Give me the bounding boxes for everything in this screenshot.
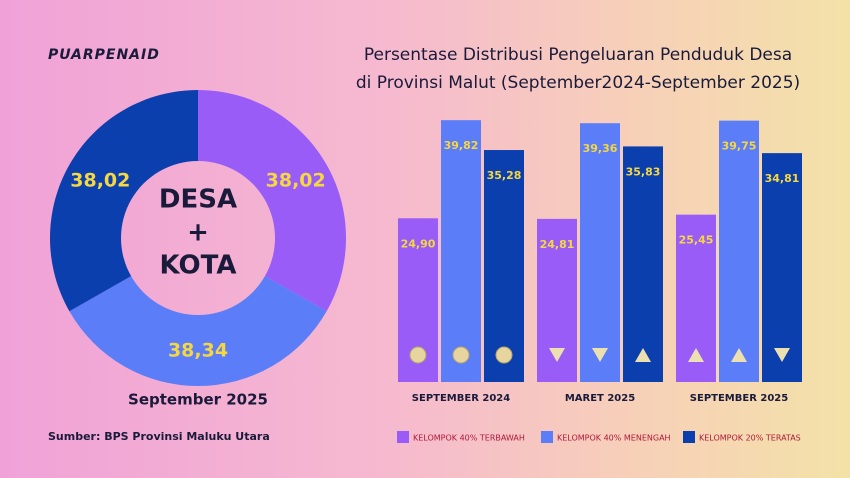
donut-slice	[198, 90, 346, 312]
bar	[719, 120, 759, 383]
slice-label: 38,02	[70, 170, 130, 192]
legend-swatch	[541, 431, 553, 443]
bar-value-label: 39,75	[722, 140, 757, 153]
bar-value-label: 39,36	[583, 142, 618, 155]
source: Sumber: BPS Provinsi Maluku Utara	[48, 430, 270, 443]
x-tick-label: SEPTEMBER 2025	[690, 393, 788, 404]
bar-value-label: 24,90	[401, 237, 436, 250]
trend-icon	[774, 348, 790, 362]
legend-swatch	[683, 431, 695, 443]
bar-value-label: 39,82	[444, 139, 479, 152]
legend-label: KELOMPOK 40% MENENGAH	[557, 434, 671, 443]
x-tick-label: SEPTEMBER 2024	[412, 393, 510, 404]
center-label: +	[187, 218, 209, 248]
bar-value-label: 24,81	[540, 238, 575, 251]
bar	[762, 153, 802, 382]
chart-title: di Provinsi Malut (September2024-Septemb…	[356, 73, 800, 93]
trend-icon	[731, 348, 747, 362]
bar-value-label: 35,28	[487, 169, 522, 182]
trend-icon	[452, 346, 470, 364]
bar-value-label: 34,81	[765, 172, 800, 185]
trend-icon	[409, 346, 427, 364]
x-tick-label: MARET 2025	[565, 393, 635, 404]
center-label: DESA	[159, 185, 237, 215]
trend-icon	[495, 346, 513, 364]
center-label: KOTA	[160, 251, 237, 281]
bar	[484, 150, 524, 382]
bar	[623, 146, 663, 382]
bar	[441, 120, 481, 382]
bar-value-label: 35,83	[626, 165, 661, 178]
bar-value-label: 25,45	[679, 234, 714, 247]
chart-title: Persentase Distribusi Pengeluaran Pendud…	[364, 45, 792, 65]
slice-label: 38,34	[168, 340, 228, 362]
trend-icon	[592, 348, 608, 362]
trend-icon	[635, 348, 651, 362]
legend-label: KELOMPOK 20% TERATAS	[699, 434, 801, 443]
bar	[580, 123, 620, 382]
trend-icon	[688, 348, 704, 362]
donut-subtitle: September 2025	[128, 391, 268, 409]
slice-label: 38,02	[266, 170, 326, 192]
legend-swatch	[397, 431, 409, 443]
donut-slice	[49, 90, 198, 312]
donut-slice	[69, 276, 327, 386]
brand: PUARPENAID	[48, 47, 160, 63]
legend-label: KELOMPOK 40% TERBAWAH	[413, 434, 525, 443]
trend-icon	[549, 348, 565, 362]
